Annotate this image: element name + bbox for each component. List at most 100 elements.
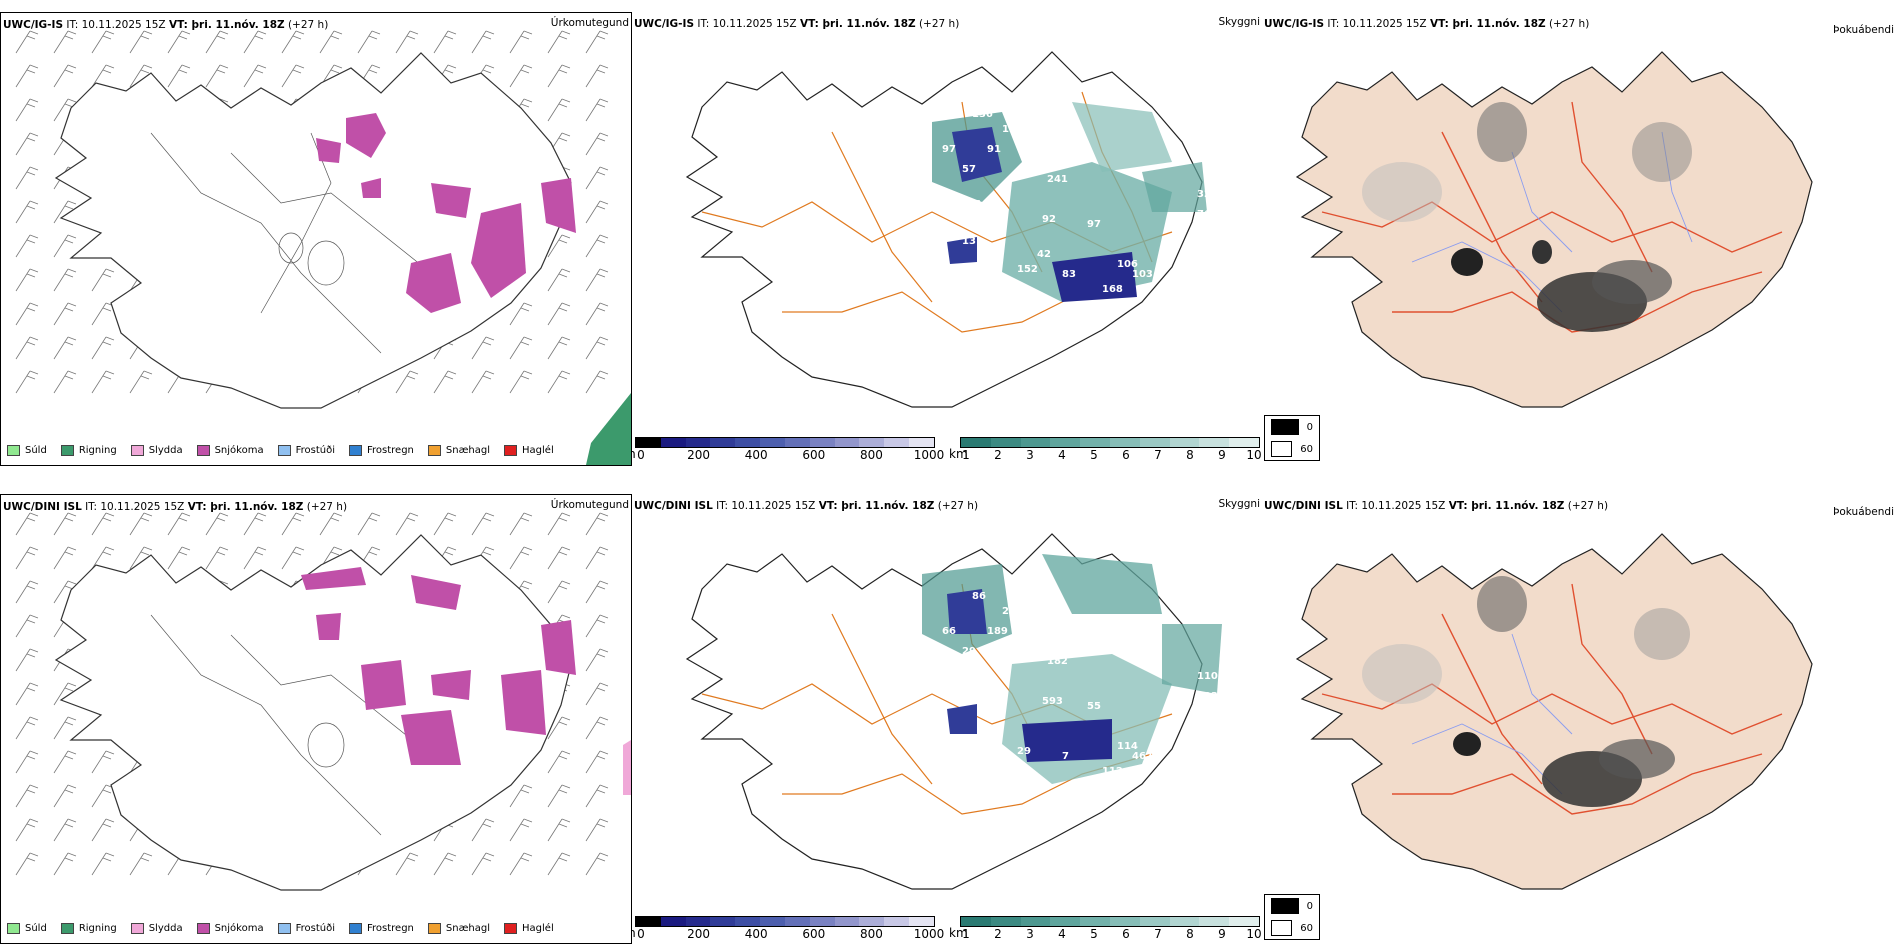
wind-barb	[547, 852, 571, 876]
wind-barb	[91, 302, 115, 326]
panel-title: Þokuábendi	[1833, 506, 1894, 518]
wind-barb	[53, 784, 77, 808]
visibility-colorbar-km: 1 2 3 4 5 6 7 8 9 10 km	[949, 916, 1262, 941]
visibility-value-label: 7	[1062, 751, 1069, 762]
colorbar-segment	[961, 438, 991, 447]
visibility-value-label: 57	[962, 164, 976, 175]
iceland-outline	[685, 51, 1203, 408]
visibility-value-label: 32	[1197, 189, 1211, 200]
model-name: UWC/DINI ISL	[3, 501, 82, 513]
legend-item-rigning: Rigning	[60, 923, 117, 934]
wind-barb	[547, 336, 571, 360]
fog-legend-swatch	[1271, 441, 1293, 457]
visibility-value-label: 103	[1197, 691, 1218, 702]
wind-barb	[547, 580, 571, 604]
legend-item-haglél: Haglél	[504, 445, 554, 456]
colorbar-m-bar	[635, 916, 935, 927]
colorbar-segment	[809, 917, 835, 926]
legend-label: Snjókoma	[214, 445, 264, 456]
colorbar-tick: 10	[1246, 448, 1262, 462]
wind-barb	[15, 200, 39, 224]
wind-barb	[15, 580, 39, 604]
visibility-value-label: 133	[982, 744, 1003, 755]
wind-barb	[585, 546, 609, 570]
colorbar-segment	[735, 438, 761, 447]
visibility-value-label: 91	[987, 144, 1001, 155]
colorbar-tick: 8	[1186, 927, 1194, 941]
visibility-value-label: 56	[967, 199, 981, 210]
iceland-outline	[54, 52, 572, 409]
fog-areas	[1362, 102, 1692, 332]
iceland-outline	[54, 534, 572, 891]
visibility-value-label: 42	[1037, 249, 1051, 260]
low-visibility-areas	[932, 102, 1207, 302]
wind-barb	[585, 268, 609, 292]
colorbar-segment	[784, 917, 810, 926]
wind-barb	[129, 30, 153, 54]
lead-time: (+27 h)	[1548, 18, 1590, 30]
wind-barb	[547, 370, 571, 394]
legend-label: Rigning	[78, 445, 117, 456]
model-name: UWC/IG-IS	[1264, 18, 1325, 30]
wind-barb	[129, 512, 153, 536]
colorbar-segment	[710, 917, 736, 926]
snow-areas	[316, 113, 576, 313]
colorbar-tick: 800	[859, 448, 883, 462]
colorbar-tick: 10	[1246, 927, 1262, 941]
wind-barb	[91, 852, 115, 876]
colorbar-m-ticks: 0 200 400 600 800 1000	[635, 448, 944, 462]
colorbar-tick: 5	[1090, 927, 1098, 941]
valid-time: VT: þri. 11.nóv. 18Z	[187, 501, 304, 513]
wind-barb	[53, 200, 77, 224]
wind-barb	[15, 98, 39, 122]
colorbar-tick: 800	[859, 927, 883, 941]
wind-barb	[91, 750, 115, 774]
wind-barb	[281, 546, 305, 570]
wind-barb	[15, 370, 39, 394]
colorbar-segment	[735, 917, 761, 926]
iceland-outline	[1295, 533, 1813, 890]
wind-barb	[509, 64, 533, 88]
wind-barb	[167, 546, 191, 570]
visibility-value-label: 189	[987, 626, 1008, 637]
colorbar-segment	[1080, 917, 1110, 926]
init-time: IT: 10.11.2025 15Z	[716, 500, 816, 512]
fog-panel-bottom: UWC/DINI ISL IT: 10.11.2025 15Z VT: þri.…	[1262, 494, 1900, 942]
colorbar-segment	[1050, 917, 1081, 926]
legend-swatch	[427, 445, 441, 456]
model-name: UWC/DINI ISL	[634, 500, 713, 512]
visibility-value-label: 83	[1062, 269, 1076, 280]
wind-barb	[15, 750, 39, 774]
legend-swatch	[349, 923, 362, 934]
wind-barb	[129, 64, 153, 88]
legend-label: Frostregn	[367, 445, 414, 456]
precip-map	[15, 512, 631, 891]
wind-barb	[585, 370, 609, 394]
snow-areas	[301, 567, 576, 765]
wind-barb	[205, 546, 229, 570]
wind-barb	[585, 98, 609, 122]
legend-swatch	[504, 923, 518, 934]
wind-barb	[509, 512, 533, 536]
colorbar-segment	[1169, 917, 1200, 926]
wind-barb	[509, 852, 533, 876]
wind-barb	[395, 30, 419, 54]
wind-barb	[15, 64, 39, 88]
colorbar-segment	[1109, 917, 1140, 926]
wind-barb	[471, 30, 495, 54]
visibility-value-label: 76	[1197, 209, 1211, 220]
wind-barb	[585, 512, 609, 536]
colorbar-tick: 7	[1154, 927, 1162, 941]
fog-legend-item: 60	[1265, 438, 1319, 460]
colorbar-m-unit: m	[632, 926, 636, 940]
colorbar-segment	[1020, 438, 1051, 447]
init-time: IT: 10.11.2025 15Z	[1327, 18, 1427, 30]
visibility-colorbar-m: 0 200 400 600 800 1000 m	[632, 437, 944, 462]
visibility-panel-top: UWC/IG-IS IT: 10.11.2025 15Z VT: þri. 11…	[632, 12, 1262, 464]
wind-barb	[53, 818, 77, 842]
low-visibility-areas	[922, 554, 1222, 784]
wind-barb	[585, 234, 609, 258]
visibility-value-label: 136	[972, 109, 993, 120]
wind-barb	[509, 818, 533, 842]
colorbar-tick: 2	[994, 448, 1002, 462]
